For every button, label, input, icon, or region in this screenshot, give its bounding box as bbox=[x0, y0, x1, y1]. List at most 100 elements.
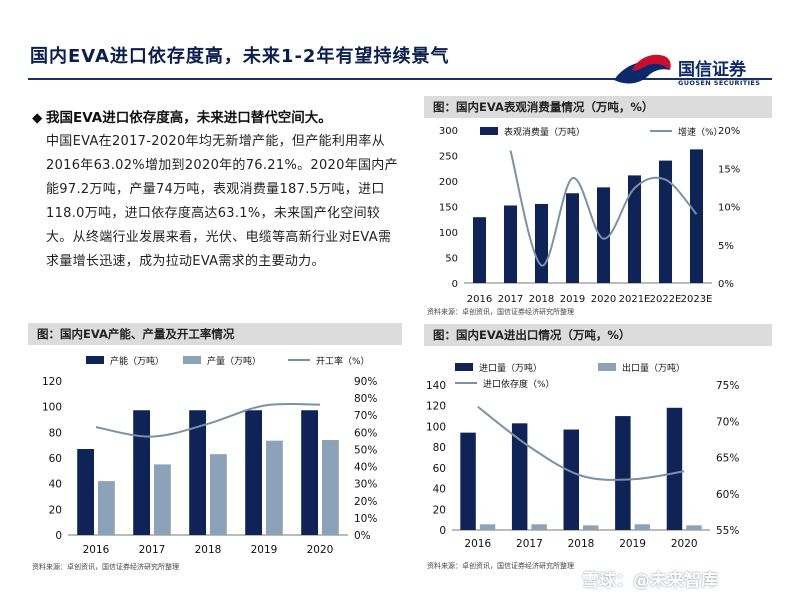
capacity-legend-swatch bbox=[183, 356, 201, 364]
consumption-right-tick-label: 20% bbox=[718, 126, 740, 137]
consumption-right-tick-label: 5% bbox=[718, 241, 734, 252]
trade-right-tick-label: 75% bbox=[716, 380, 739, 392]
trade-bar-secondary bbox=[531, 524, 547, 530]
bullet-heading: 我国EVA进口依存度高，未来进口替代空间大。 bbox=[46, 110, 332, 126]
trade-chart-title: 图：国内EVA进出口情况（万吨，%） bbox=[424, 324, 772, 346]
consumption-bar-primary bbox=[565, 193, 580, 283]
capacity-chart-title: 图：国内EVA产能、产量及开工率情况 bbox=[28, 323, 402, 345]
trade-bar-secondary bbox=[686, 525, 702, 530]
consumption-bar-primary bbox=[472, 217, 487, 283]
capacity-category-label: 2020 bbox=[307, 544, 334, 556]
consumption-left-tick-label: 100 bbox=[439, 228, 458, 239]
trade-bar-primary bbox=[666, 407, 683, 530]
consumption-left-tick-label: 200 bbox=[439, 177, 458, 188]
trade-category-label: 2020 bbox=[671, 538, 698, 550]
trade-right-tick-label: 70% bbox=[716, 416, 739, 428]
trade-right-tick-label: 60% bbox=[716, 489, 739, 501]
consumption-legend-swatch bbox=[480, 127, 498, 135]
consumption-right-tick-label: 0% bbox=[718, 279, 734, 290]
trade-right-tick-label: 65% bbox=[716, 453, 739, 465]
consumption-left-tick-label: 150 bbox=[439, 203, 458, 214]
bullet-body: 中国EVA在2017-2020年均无新增产能，但产能利用率从2016年63.02… bbox=[46, 134, 398, 269]
capacity-bar-primary bbox=[189, 410, 206, 535]
capacity-legend-swatch bbox=[86, 356, 104, 364]
consumption-left-tick-label: 250 bbox=[439, 152, 458, 163]
consumption-right-tick-label: 10% bbox=[718, 203, 740, 214]
title-divider bbox=[28, 78, 772, 80]
consumption-category-label: 2019 bbox=[560, 294, 585, 305]
consumption-right-tick-label: 15% bbox=[718, 164, 740, 175]
consumption-category-label: 2022E bbox=[650, 294, 682, 305]
consumption-legend-label: 增速（%） bbox=[678, 126, 723, 138]
consumption-line-series bbox=[509, 150, 698, 267]
consumption-legend-label: 表观消费量（万吨） bbox=[504, 126, 585, 138]
diamond-bullet-icon: ◆ bbox=[32, 110, 43, 126]
trade-legend-label: 进口量（万吨） bbox=[479, 362, 542, 374]
capacity-legend-label: 开工率（%） bbox=[316, 355, 370, 367]
trade-left-tick-label: 140 bbox=[426, 380, 446, 392]
capacity-left-tick-label: 60 bbox=[49, 453, 62, 465]
capacity-category-label: 2019 bbox=[251, 544, 278, 556]
trade-category-label: 2019 bbox=[619, 538, 646, 550]
capacity-right-tick-label: 10% bbox=[354, 513, 377, 525]
consumption-category-label: 2017 bbox=[498, 294, 523, 305]
summary-bullet: ◆ 我国EVA进口依存度高，未来进口替代空间大。 中国EVA在2017-2020年… bbox=[32, 106, 404, 274]
trade-line-series bbox=[477, 405, 685, 481]
consumption-left-tick-label: 0 bbox=[452, 279, 458, 290]
trade-left-tick-label: 40 bbox=[433, 484, 446, 496]
capacity-bar-primary bbox=[245, 410, 262, 535]
capacity-category-label: 2017 bbox=[139, 544, 166, 556]
capacity-right-tick-label: 30% bbox=[354, 479, 377, 491]
trade-left-tick-label: 100 bbox=[426, 421, 446, 433]
capacity-bar-secondary bbox=[322, 440, 339, 535]
capacity-bar-secondary bbox=[210, 454, 227, 535]
trade-left-tick-label: 80 bbox=[433, 442, 446, 454]
capacity-right-tick-label: 50% bbox=[354, 444, 377, 456]
consumption-bar-primary bbox=[503, 205, 518, 283]
trade-left-tick-label: 0 bbox=[439, 525, 446, 537]
trade-left-tick-label: 20 bbox=[433, 504, 446, 516]
capacity-legend-label: 产量（万吨） bbox=[207, 355, 261, 367]
capacity-left-tick-label: 40 bbox=[49, 479, 62, 491]
capacity-bar-primary bbox=[133, 410, 150, 535]
trade-legend-swatch bbox=[598, 363, 616, 371]
trade-legend-swatch bbox=[455, 363, 473, 371]
consumption-bar-primary bbox=[689, 149, 704, 283]
trade-bar-primary bbox=[615, 416, 631, 530]
watermark: 雪球：@未来智库 bbox=[582, 571, 718, 591]
capacity-bar-primary bbox=[77, 449, 94, 535]
trade-legend-label: 出口量（万吨） bbox=[622, 362, 685, 374]
trade-source-note: 资料来源：卓创资讯，国信证券经济研究所整理 bbox=[427, 562, 574, 570]
bullet-heading-row: ◆ 我国EVA进口依存度高，未来进口替代空间大。 bbox=[32, 106, 404, 130]
trade-right-tick-label: 55% bbox=[716, 525, 739, 537]
consumption-category-label: 2020 bbox=[591, 294, 616, 305]
capacity-bar-secondary bbox=[154, 464, 171, 535]
capacity-right-tick-label: 60% bbox=[354, 427, 377, 439]
consumption-left-tick-label: 300 bbox=[439, 126, 458, 137]
consumption-bar-primary bbox=[627, 175, 642, 283]
logo-name-en: GUOSEN SECURITIES bbox=[678, 79, 761, 87]
trade-bar-primary bbox=[563, 429, 579, 530]
consumption-category-label: 2018 bbox=[529, 294, 554, 305]
capacity-bar-secondary bbox=[266, 440, 283, 535]
capacity-right-tick-label: 20% bbox=[354, 496, 377, 508]
page-title: 国内EVA进口依存度高，未来1-2年有望持续景气 bbox=[30, 46, 450, 67]
logo-name-cn: 国信证券 bbox=[678, 60, 746, 80]
trade-category-label: 2016 bbox=[464, 538, 491, 550]
guosen-logo-icon bbox=[614, 54, 671, 84]
capacity-bar-secondary bbox=[98, 481, 115, 535]
trade-legend-label: 进口依存度（%） bbox=[483, 378, 555, 390]
trade-category-label: 2017 bbox=[516, 538, 543, 550]
capacity-right-tick-label: 0% bbox=[354, 530, 371, 542]
capacity-line-series bbox=[95, 402, 321, 438]
consumption-source-note: 资料来源：卓创资讯，国信证券经济研究所整理 bbox=[427, 308, 574, 316]
capacity-bar-primary bbox=[301, 410, 318, 535]
trade-left-tick-label: 120 bbox=[426, 401, 446, 413]
trade-category-label: 2018 bbox=[568, 538, 595, 550]
consumption-bar-primary bbox=[596, 187, 611, 283]
consumption-category-label: 2021E bbox=[619, 294, 651, 305]
trade-left-tick-label: 60 bbox=[433, 463, 446, 475]
capacity-left-tick-label: 100 bbox=[42, 402, 62, 414]
